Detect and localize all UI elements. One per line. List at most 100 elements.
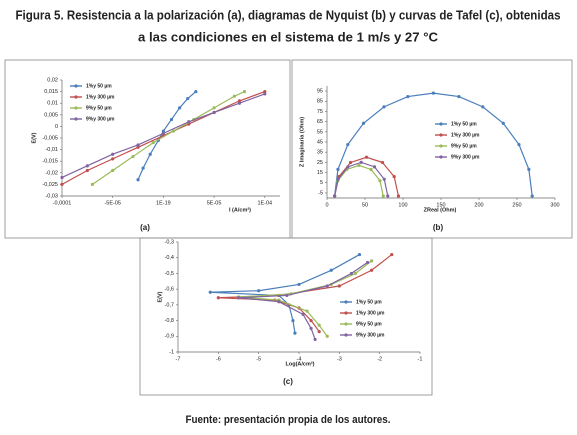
data-point bbox=[161, 131, 165, 135]
data-point bbox=[131, 154, 135, 159]
data-point bbox=[236, 296, 241, 300]
data-point bbox=[285, 293, 289, 298]
y-tick-label: -1 bbox=[169, 349, 174, 355]
x-tick-label: -3 bbox=[337, 356, 342, 362]
y-tick-label: 0,015 bbox=[44, 89, 58, 95]
legend-label: 1%y 50 µm bbox=[356, 299, 382, 305]
data-point bbox=[392, 175, 396, 179]
legend-marker bbox=[344, 333, 348, 337]
data-point bbox=[305, 309, 309, 313]
data-point bbox=[277, 300, 281, 304]
data-point bbox=[178, 106, 182, 110]
data-point bbox=[208, 290, 212, 294]
data-point bbox=[378, 179, 382, 183]
legend-label: 1%y 300 µm bbox=[356, 310, 385, 316]
y-tick-label: 45 bbox=[317, 139, 323, 145]
x-tick-label: 1E-04 bbox=[257, 200, 272, 206]
data-point bbox=[370, 259, 374, 263]
data-point bbox=[396, 194, 401, 198]
data-point bbox=[325, 284, 329, 288]
data-point bbox=[361, 121, 366, 125]
x-tick-label: 5E-05 bbox=[207, 200, 222, 206]
x-tick-label: -6 bbox=[216, 356, 221, 362]
data-point bbox=[111, 157, 115, 161]
series-line bbox=[334, 164, 384, 197]
series-line bbox=[334, 92, 533, 197]
data-point bbox=[530, 194, 534, 198]
legend-marker bbox=[74, 95, 78, 99]
data-point bbox=[527, 167, 531, 171]
data-point bbox=[353, 271, 358, 276]
y-tick-label: -0,9 bbox=[165, 334, 174, 340]
data-point bbox=[370, 268, 374, 272]
data-point bbox=[194, 90, 198, 94]
panel-label: (b) bbox=[433, 223, 444, 232]
y-tick-label: 95 bbox=[317, 89, 323, 95]
data-point bbox=[406, 94, 410, 99]
legend-marker bbox=[439, 144, 443, 148]
data-point bbox=[382, 105, 386, 109]
y-tick-label: -0,02 bbox=[45, 170, 58, 176]
data-point bbox=[169, 117, 174, 122]
x-tick-label: -5 bbox=[256, 356, 261, 362]
legend-label: 9%y 300 µm bbox=[451, 154, 480, 160]
data-point bbox=[348, 160, 353, 165]
x-tick-label: -0,0001 bbox=[53, 200, 72, 206]
series-line bbox=[238, 261, 368, 340]
y-tick-label: 55 bbox=[317, 129, 323, 135]
data-point bbox=[187, 120, 191, 124]
data-point bbox=[161, 129, 165, 133]
data-point bbox=[171, 129, 176, 133]
data-point bbox=[386, 194, 390, 198]
data-point bbox=[232, 94, 236, 98]
y-tick-label: -0,025 bbox=[42, 182, 58, 188]
data-point bbox=[372, 165, 377, 169]
data-point bbox=[297, 282, 301, 287]
source-note: Fuente: presentación propia de los autor… bbox=[186, 414, 391, 426]
y-tick-label: -0,015 bbox=[42, 159, 58, 165]
y-tick-label: -5 bbox=[318, 190, 323, 196]
y-tick-label: -0,4 bbox=[165, 255, 174, 261]
figure-title-line: a las condiciones en el sistema de 1 m/s… bbox=[138, 29, 439, 44]
figure-title-line: Figura 5. Resistencia a la polarización … bbox=[16, 7, 561, 22]
legend-label: 9%y 50 µm bbox=[356, 321, 382, 327]
x-tick-label: 250 bbox=[512, 202, 521, 208]
y-axis-label: E(V) bbox=[157, 291, 163, 302]
series-line bbox=[92, 91, 245, 185]
data-point bbox=[349, 271, 354, 276]
x-tick-label: 200 bbox=[474, 202, 483, 208]
legend-marker bbox=[344, 300, 348, 304]
y-tick-label: 25 bbox=[317, 160, 323, 166]
legend-marker bbox=[74, 84, 78, 88]
data-point bbox=[85, 168, 89, 173]
data-point bbox=[501, 121, 505, 125]
y-tick-label: 65 bbox=[317, 119, 323, 125]
data-point bbox=[237, 101, 242, 105]
data-point bbox=[136, 143, 140, 147]
x-tick-label: -4 bbox=[297, 356, 302, 362]
legend-marker bbox=[74, 117, 78, 121]
y-tick-label: 0,02 bbox=[47, 77, 58, 83]
y-tick-label: 35 bbox=[317, 150, 323, 156]
data-point bbox=[212, 110, 216, 115]
data-point bbox=[317, 323, 321, 327]
legend-label: 1%y 300 µm bbox=[451, 132, 480, 138]
y-tick-label: -0,03 bbox=[45, 193, 58, 199]
data-point bbox=[457, 94, 461, 99]
x-axis-label: I (A/cm²) bbox=[229, 206, 251, 213]
data-point bbox=[346, 142, 350, 147]
data-point bbox=[151, 141, 155, 145]
data-point bbox=[291, 318, 295, 323]
data-point bbox=[85, 164, 89, 168]
data-point bbox=[517, 142, 521, 147]
data-point bbox=[381, 194, 385, 198]
data-point bbox=[136, 178, 140, 182]
legend-label: 1%y 50 µm bbox=[86, 83, 112, 89]
x-axis-label: ZReal (Ohm) bbox=[424, 207, 457, 213]
legend-label: 1%y 300 µm bbox=[86, 94, 115, 100]
x-tick-label: 100 bbox=[398, 202, 407, 208]
legend-marker bbox=[344, 311, 348, 315]
data-point bbox=[359, 160, 363, 164]
panel-label: (a) bbox=[140, 223, 150, 232]
